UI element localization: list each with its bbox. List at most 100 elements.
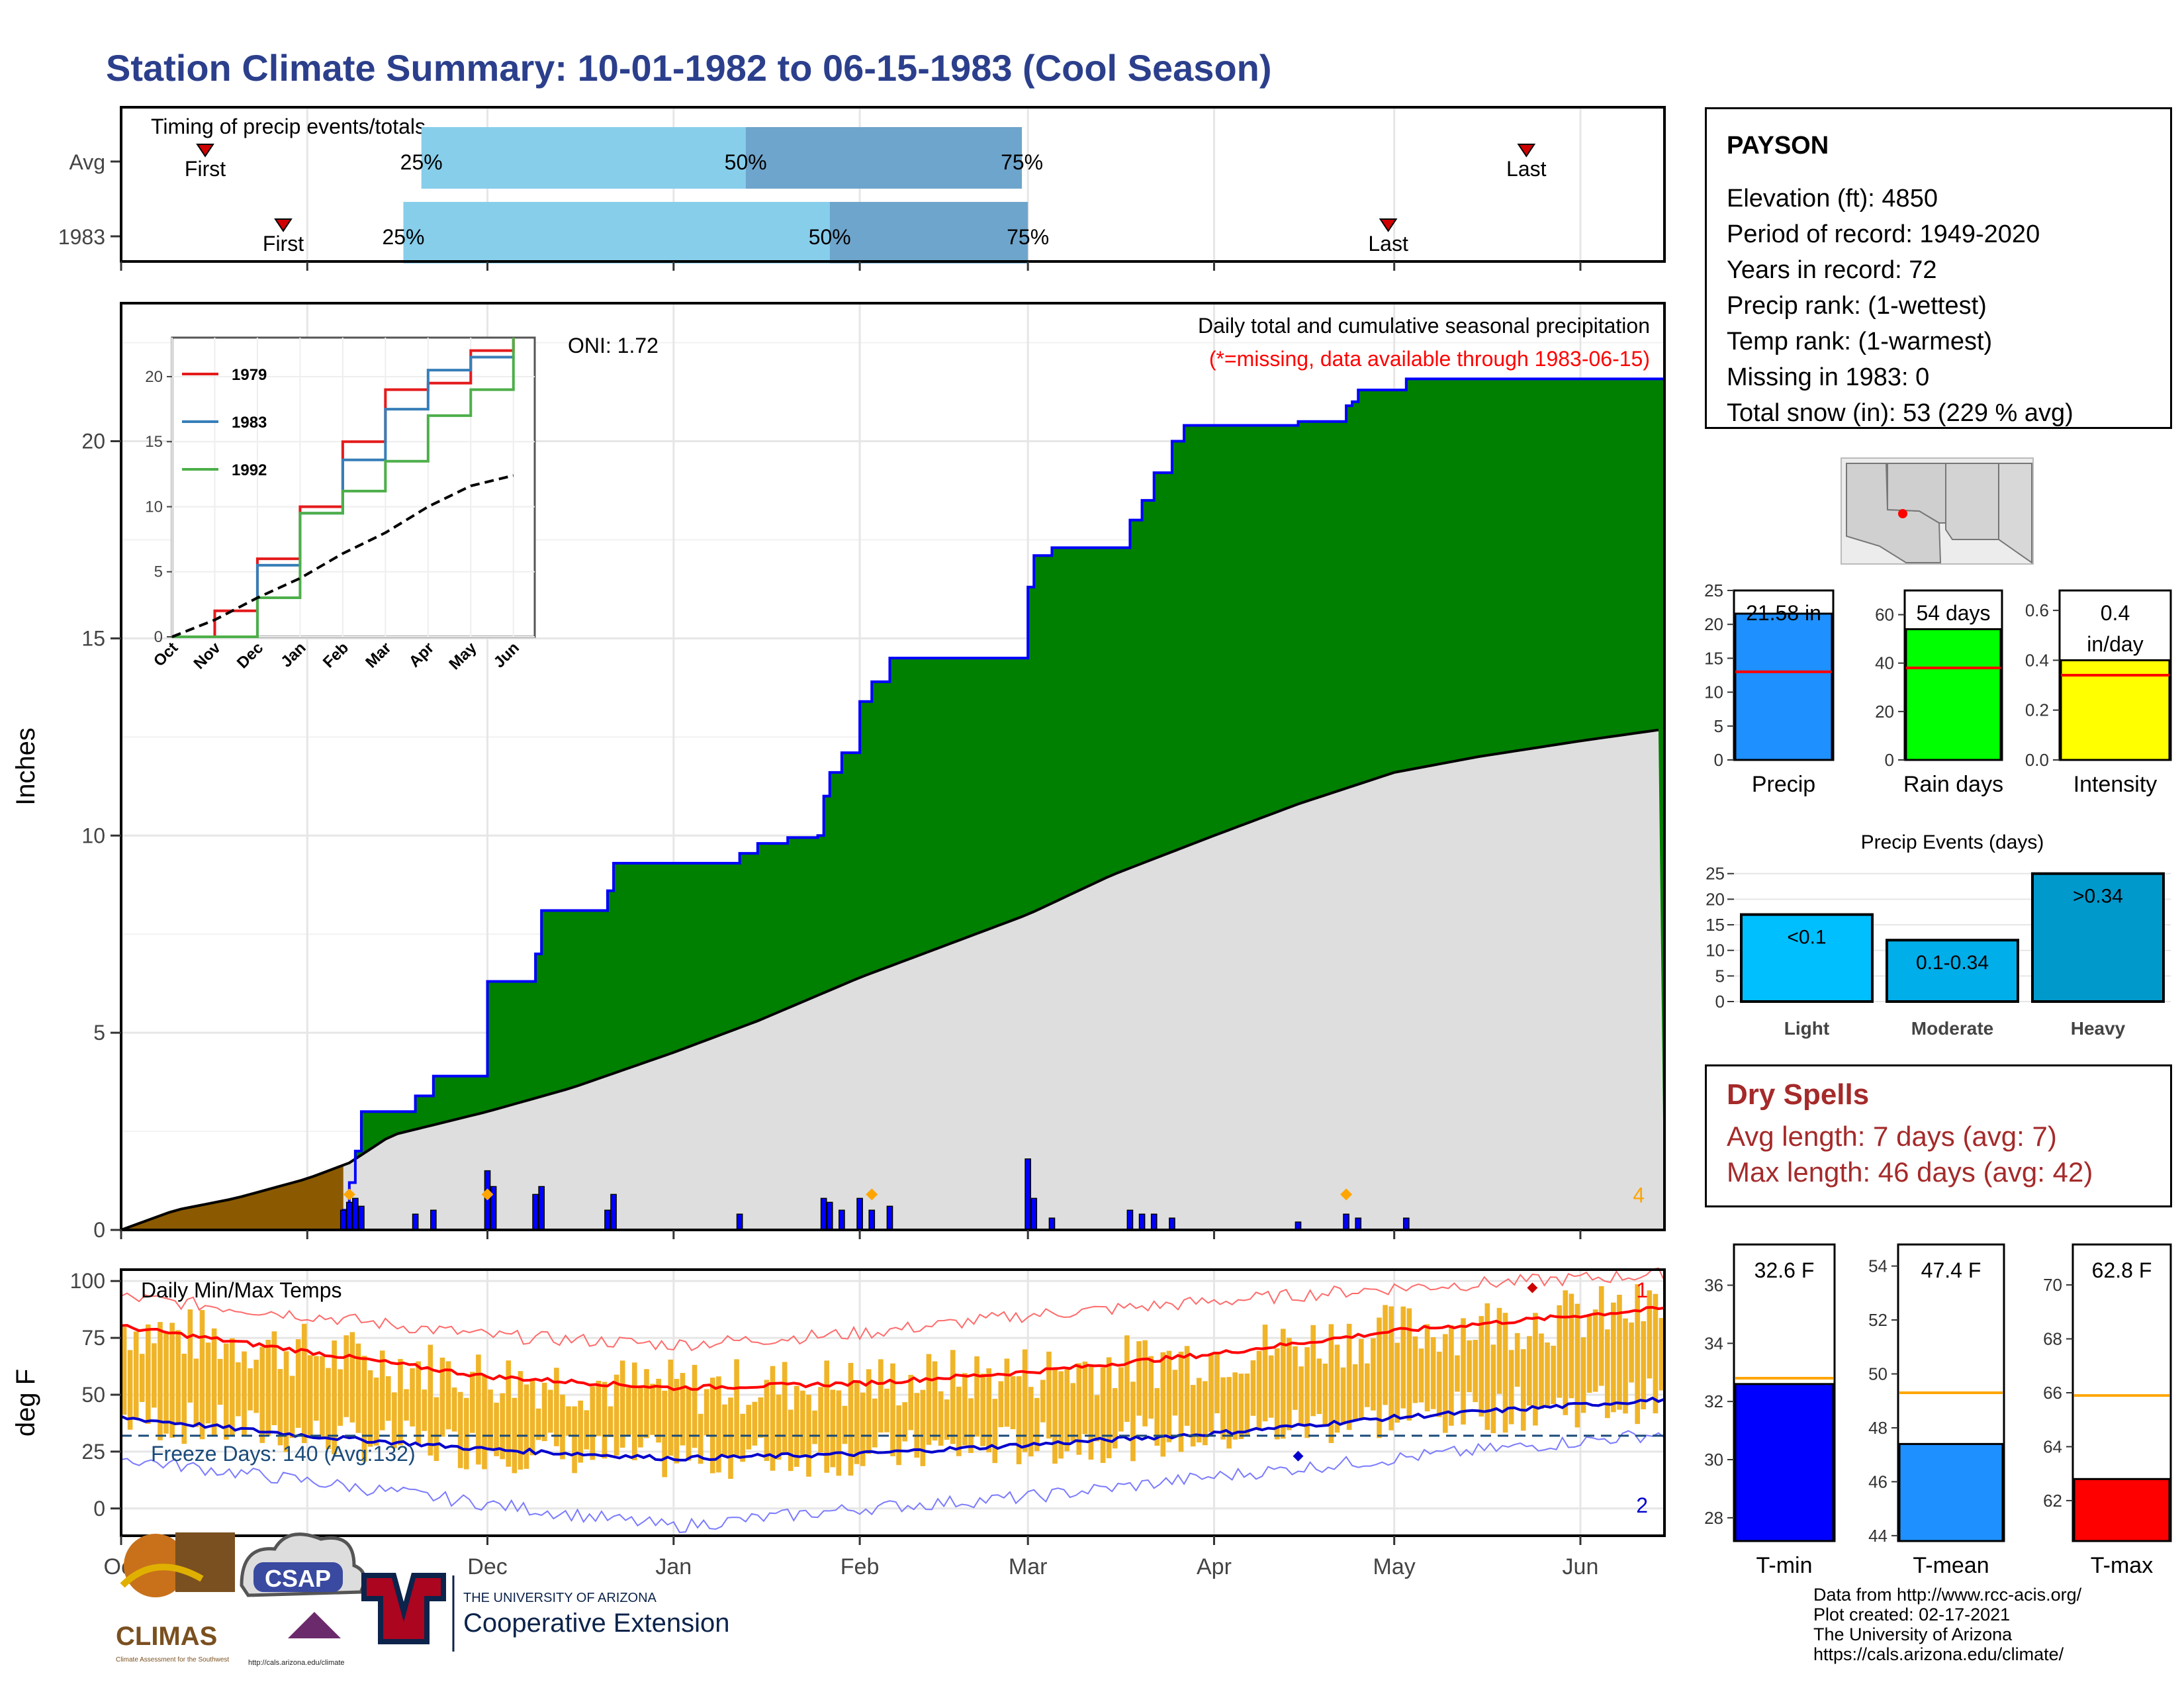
daily-temp-bar — [205, 1342, 211, 1424]
daily-precip-bar — [736, 1213, 743, 1231]
daily-temp-bar — [1346, 1323, 1352, 1430]
daily-temp-bar — [1064, 1369, 1069, 1452]
temp-bar-tick-label: 28 — [1704, 1508, 1723, 1528]
temp-y-tick-label: 75 — [81, 1326, 105, 1350]
daily-temp-bar — [1328, 1324, 1334, 1443]
daily-precip-bar — [1355, 1217, 1362, 1231]
daily-temp-bar — [1598, 1286, 1604, 1386]
daily-temp-bar — [854, 1381, 860, 1464]
daily-temp-bar — [860, 1392, 866, 1466]
daily-temp-bar — [1178, 1351, 1184, 1452]
daily-temp-bar — [1371, 1338, 1376, 1411]
precip-panel: 4 Daily total and cumulative seasonal pre… — [11, 302, 1666, 1242]
mini-bar-tick-label: 0 — [1885, 750, 1894, 770]
daily-temp-bar — [1196, 1378, 1202, 1443]
daily-temp-bar — [866, 1369, 872, 1454]
average-precip-area — [121, 729, 1664, 1230]
mini-bar-tick-label: 0.2 — [2025, 700, 2049, 720]
csap-url: http://cals.arizona.edu/climate — [248, 1659, 345, 1667]
daily-temp-bar — [518, 1371, 523, 1470]
daily-temp-bar — [1034, 1397, 1040, 1452]
climas-land-icon — [175, 1532, 235, 1592]
daily-temp-bar — [1016, 1376, 1022, 1464]
daily-temp-bar — [1268, 1355, 1274, 1418]
daily-temp-bar — [146, 1324, 151, 1425]
logos: CLIMAS Climate Assessment for the Southw… — [116, 1532, 729, 1667]
daily-temp-bar — [1322, 1363, 1328, 1427]
mini-bar-tick-label: 10 — [1704, 682, 1723, 702]
daily-temp-bar — [259, 1346, 265, 1443]
daily-temp-bar — [944, 1399, 950, 1440]
daily-temp-bar — [463, 1397, 469, 1470]
daily-temp-bar — [1232, 1372, 1238, 1440]
daily-temp-bar — [1124, 1335, 1130, 1422]
month-tick-label: May — [1373, 1554, 1416, 1579]
daily-temp-bar — [1340, 1367, 1346, 1425]
daily-temp-bar — [902, 1402, 907, 1442]
daily-temp-bar — [632, 1362, 637, 1460]
daily-temp-bar — [1539, 1333, 1544, 1409]
mini-bar-tick-label: 25 — [1704, 581, 1723, 600]
daily-temp-bar — [1406, 1308, 1412, 1421]
daily-precip-bar — [340, 1209, 347, 1231]
daily-temp-bar — [265, 1339, 271, 1436]
mini-bar-tick-label: 0.4 — [2025, 650, 2049, 670]
temp-bar-tick-label: 52 — [1868, 1310, 1888, 1330]
temp-bar-1 — [1898, 1442, 2004, 1542]
daily-precip-bar — [820, 1197, 827, 1231]
daily-precip-bar — [532, 1194, 539, 1231]
month-tick-label: Feb — [841, 1554, 880, 1579]
daily-temp-bar — [175, 1330, 181, 1424]
daily-temp-bar — [398, 1358, 403, 1446]
daily-temp-bar — [1166, 1350, 1172, 1442]
main-charts: Timing of precip events/totals 25% 50% 75% A… — [11, 106, 1666, 1579]
daily-temp-bar — [1250, 1360, 1256, 1416]
daily-temp-bar — [1070, 1383, 1076, 1442]
daily-temp-bar — [770, 1366, 776, 1471]
daily-temp-bar — [301, 1323, 307, 1443]
last-marker-label: Last — [1506, 157, 1547, 181]
mini-bar-tick-label: 40 — [1875, 653, 1894, 673]
daily-temp-bar — [1118, 1367, 1124, 1432]
daily-temp-bar — [752, 1401, 758, 1446]
daily-temp-bar — [656, 1378, 661, 1443]
daily-temp-bar — [1467, 1340, 1472, 1393]
daily-temp-bar — [619, 1360, 625, 1448]
daily-temp-bar — [512, 1397, 518, 1474]
daily-temp-bar — [1287, 1338, 1292, 1430]
daily-temp-bar — [1304, 1347, 1310, 1438]
temp-bar-tick-label: 64 — [2043, 1436, 2062, 1456]
temp-panel-title: Daily Min/Max Temps — [141, 1278, 341, 1302]
daily-temp-bar — [326, 1368, 331, 1449]
mini-bar-tick-label: 0.0 — [2025, 750, 2049, 770]
daily-temp-bar — [740, 1413, 745, 1462]
daily-temp-bar — [938, 1391, 944, 1446]
daily-temp-bar — [1611, 1302, 1616, 1413]
month-tick-label: Dec — [467, 1554, 507, 1579]
csap-text: CSAP — [265, 1565, 331, 1592]
snow-marker — [481, 1188, 494, 1201]
daily-temp-bar — [890, 1363, 895, 1456]
daily-temp-bar — [662, 1390, 668, 1477]
daily-temp-bar — [1082, 1361, 1088, 1434]
mini-bar-tick-label: 5 — [1714, 716, 1723, 736]
daily-precip-bar — [430, 1209, 437, 1231]
timing-pct-label: 75% — [1007, 225, 1049, 249]
daily-temp-bar — [199, 1310, 205, 1440]
daily-temp-bar — [404, 1389, 409, 1421]
credit-line: Data from http://www.rcc-acis.org/ — [1813, 1585, 2082, 1605]
daily-precip-bar — [358, 1205, 365, 1231]
daily-temp-bar — [410, 1368, 415, 1427]
daily-temp-bar — [1214, 1352, 1220, 1413]
inset-series-line — [172, 338, 515, 638]
daily-temp-bar — [1383, 1305, 1388, 1405]
daily-temp-bar — [709, 1378, 715, 1474]
daily-temp-bar — [1520, 1349, 1526, 1431]
daily-temp-bar — [451, 1387, 457, 1432]
timing-pct-label: 75% — [1001, 150, 1043, 174]
daily-temp-bar — [1022, 1349, 1028, 1452]
daily-precip-bar — [1138, 1213, 1146, 1231]
timing-box-lower — [421, 127, 746, 189]
daily-temp-bar — [1418, 1348, 1424, 1403]
daily-temp-bar — [1154, 1387, 1160, 1446]
